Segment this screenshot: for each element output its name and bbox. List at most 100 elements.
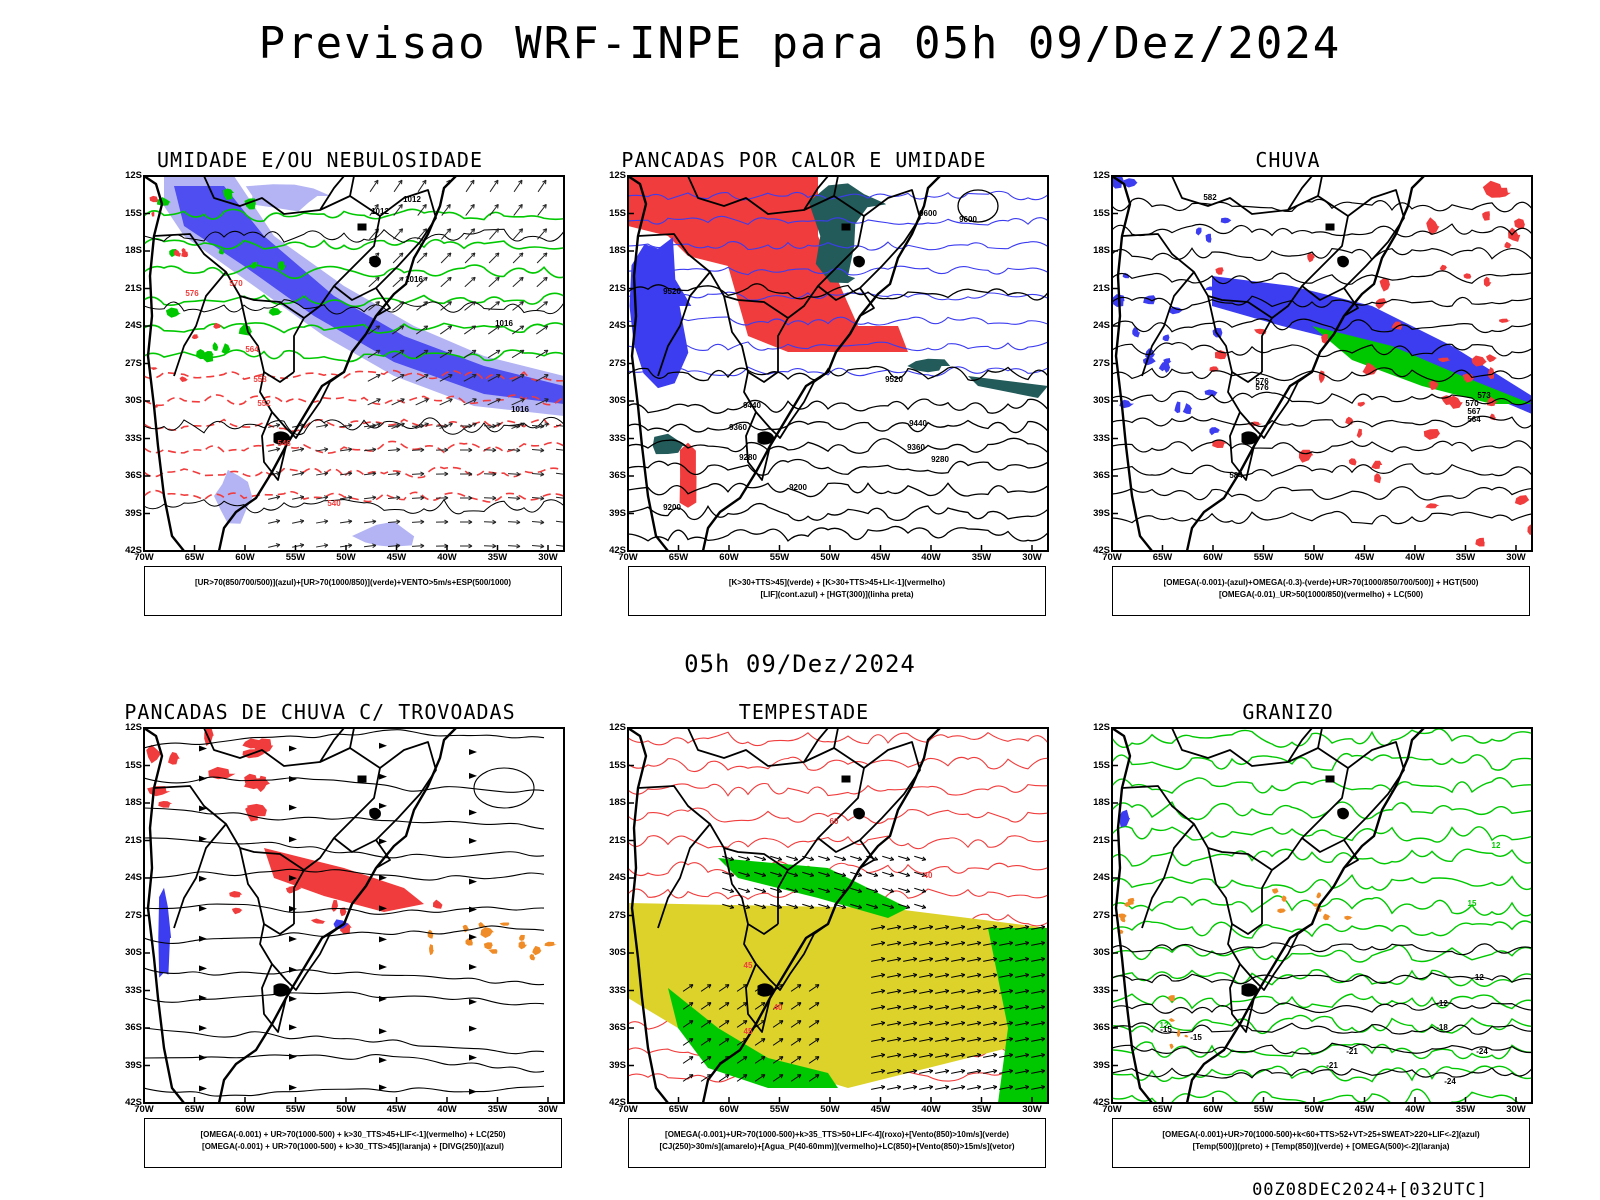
lon-tick-label: 45W xyxy=(870,1104,891,1115)
lon-tick-label: 65W xyxy=(1152,1104,1173,1115)
lat-tick-label: 33S xyxy=(609,432,626,444)
lon-tick-label: 70W xyxy=(134,1104,154,1115)
lon-tick-label: 65W xyxy=(184,1104,205,1115)
contour-label: 564 xyxy=(1467,415,1481,424)
lon-tick-label: 60W xyxy=(719,552,739,563)
contour-label: 9520 xyxy=(663,287,681,296)
legend-line: [OMEGA(-0.001)-(azul)+OMEGA(-0.3)-(verde… xyxy=(1163,578,1479,587)
lat-tick-label: 12S xyxy=(609,722,626,733)
legend-line: [OMEGA(-0.001)+UR>70(1000-500)+k>35_TTS>… xyxy=(665,1130,1009,1139)
contour-label: 546 xyxy=(277,439,291,448)
lat-tick-label: 27S xyxy=(125,909,142,921)
lon-tick-label: 45W xyxy=(1354,1104,1375,1115)
lat-tick-label: 36S xyxy=(609,470,626,481)
lat-tick-label: 36S xyxy=(1093,470,1110,481)
lat-tick-label: 39S xyxy=(125,1059,142,1071)
map-svg: 9600 9600 9520 9520 9440 9440 9360 9360 9280 9280… xyxy=(627,175,1049,552)
contour-label: -21 xyxy=(1326,1061,1338,1070)
lat-tick-label: 36S xyxy=(125,1022,142,1033)
contour-label: -12 xyxy=(1436,999,1448,1008)
map-svg: 1012 1012 1016 576 570 564 558 552 546 540 1016 101… xyxy=(143,175,565,552)
lon-tick-label: 65W xyxy=(668,1104,689,1115)
contour-label: 60 xyxy=(830,817,839,826)
lon-tick-label: 60W xyxy=(235,552,255,563)
lat-tick-label: 12S xyxy=(1093,722,1110,733)
map-svg: 12 15 12 -12 -15 -12 -15 -18 -21 -21 -24 -24 xyxy=(1111,727,1533,1104)
panel-title: GRANIZO xyxy=(1242,700,1334,724)
legend-line: [LIF](cont.azul) + [HGT(300)](linha pret… xyxy=(760,590,914,599)
map-svg xyxy=(143,727,565,1104)
lat-tick-label: 12S xyxy=(1093,170,1110,181)
legend-line: [OMEGA(-0.001) + UR>70(1000-500) + k>30_… xyxy=(200,1130,506,1139)
lon-tick-label: 40W xyxy=(1405,1104,1425,1115)
lat-tick-label: 42S xyxy=(125,1097,142,1108)
lon-tick-label: 30W xyxy=(1506,552,1526,563)
contour-label: 1012 xyxy=(371,207,389,216)
lat-tick-label: 36S xyxy=(609,1022,626,1033)
lat-tick-label: 24S xyxy=(1093,872,1110,883)
contour-label: 576 xyxy=(185,289,199,298)
contour-label: -15 xyxy=(1160,1025,1172,1034)
lat-tick-label: 33S xyxy=(125,432,142,444)
panel-granizo: GRANIZO 12 15 12 -12 -15 -12 -15 -18 -21 -21 -24 -2… xyxy=(1068,700,1533,1170)
legend-line: [OMEGA(-0.001) + UR>70(1000-500) + k>30_… xyxy=(202,1142,504,1151)
lon-tick-label: 50W xyxy=(1304,552,1324,563)
contour-label: -24 xyxy=(1444,1077,1456,1086)
lat-tick-label: 42S xyxy=(1093,545,1110,556)
lon-tick-label: 30W xyxy=(538,552,558,563)
lon-tick-label: 35W xyxy=(487,552,508,563)
contour-label: 12 xyxy=(1492,841,1501,850)
map-area: 1012 1012 1016 576 570 564 558 552 546 540 1016 101… xyxy=(143,175,565,552)
map-area: 582 576 576 573 570 567 564 584 xyxy=(1111,175,1533,552)
lat-tick-label: 39S xyxy=(125,507,142,519)
lon-tick-label: 45W xyxy=(1354,552,1375,563)
contour-label: 558 xyxy=(253,375,267,384)
lon-tick-label: 30W xyxy=(1506,1104,1526,1115)
contour-label: 9200 xyxy=(789,483,807,492)
lat-tick-label: 15S xyxy=(609,759,626,771)
lat-tick-label: 30S xyxy=(609,395,626,406)
contour-label: 1016 xyxy=(495,319,513,328)
map-area: 12 15 12 -12 -15 -12 -15 -18 -21 -21 -24 -24 xyxy=(1111,727,1533,1104)
lon-tick-label: 35W xyxy=(487,1104,508,1115)
legend-box: [K>30+TTS>45](verde) + [K>30+TTS>45+LI<-… xyxy=(628,566,1046,616)
lat-tick-label: 42S xyxy=(609,545,626,556)
contour-label: 570 xyxy=(229,279,243,288)
lon-tick-label: 55W xyxy=(285,1104,306,1115)
lat-tick-label: 24S xyxy=(125,872,142,883)
main-title: Previsao WRF-INPE para 05h 09/Dez/2024 xyxy=(258,18,1342,69)
panel-umidade: UMIDADE E/OU NEBULOSIDADE 1012 1012 1016 57… xyxy=(100,148,565,618)
lat-tick-label: 18S xyxy=(609,797,626,808)
contour-label: 40 xyxy=(774,1003,783,1012)
contour-label: 9600 xyxy=(919,209,937,218)
lon-tick-label: 60W xyxy=(719,1104,739,1115)
lat-tick-label: 24S xyxy=(1093,320,1110,331)
contour-label: 9440 xyxy=(743,401,761,410)
lat-tick-label: 21S xyxy=(609,282,626,294)
contour-label: 552 xyxy=(257,399,271,408)
contour-label: 15 xyxy=(1468,899,1477,908)
lat-tick-label: 15S xyxy=(125,759,142,771)
lon-tick-label: 55W xyxy=(285,552,306,563)
panel-title: PANCADAS POR CALOR E UMIDADE xyxy=(621,148,987,172)
lat-tick-label: 30S xyxy=(1093,395,1110,406)
lat-tick-label: 33S xyxy=(1093,432,1110,444)
contour-label: 9440 xyxy=(909,419,927,428)
lon-tick-label: 40W xyxy=(437,1104,457,1115)
contour-label: -18 xyxy=(1436,1023,1448,1032)
lat-tick-label: 27S xyxy=(1093,357,1110,369)
contour-label: 9360 xyxy=(907,443,925,452)
contour-label: 9200 xyxy=(663,503,681,512)
lat-tick-label: 27S xyxy=(1093,909,1110,921)
map-area xyxy=(143,727,565,1104)
lat-tick-label: 27S xyxy=(125,357,142,369)
lon-tick-label: 40W xyxy=(1405,552,1425,563)
lat-tick-label: 18S xyxy=(1093,797,1110,808)
lat-tick-label: 27S xyxy=(609,909,626,921)
lon-tick-label: 35W xyxy=(971,1104,992,1115)
lat-tick-label: 39S xyxy=(609,1059,626,1071)
legend-box: [OMEGA(-0.001)+UR>70(1000-500)+k<60+TTS>… xyxy=(1112,1118,1530,1168)
lon-tick-label: 70W xyxy=(1102,1104,1122,1115)
lat-tick-label: 42S xyxy=(1093,1097,1110,1108)
map-area: 9600 9600 9520 9520 9440 9440 9360 9360 9280 9280… xyxy=(627,175,1049,552)
